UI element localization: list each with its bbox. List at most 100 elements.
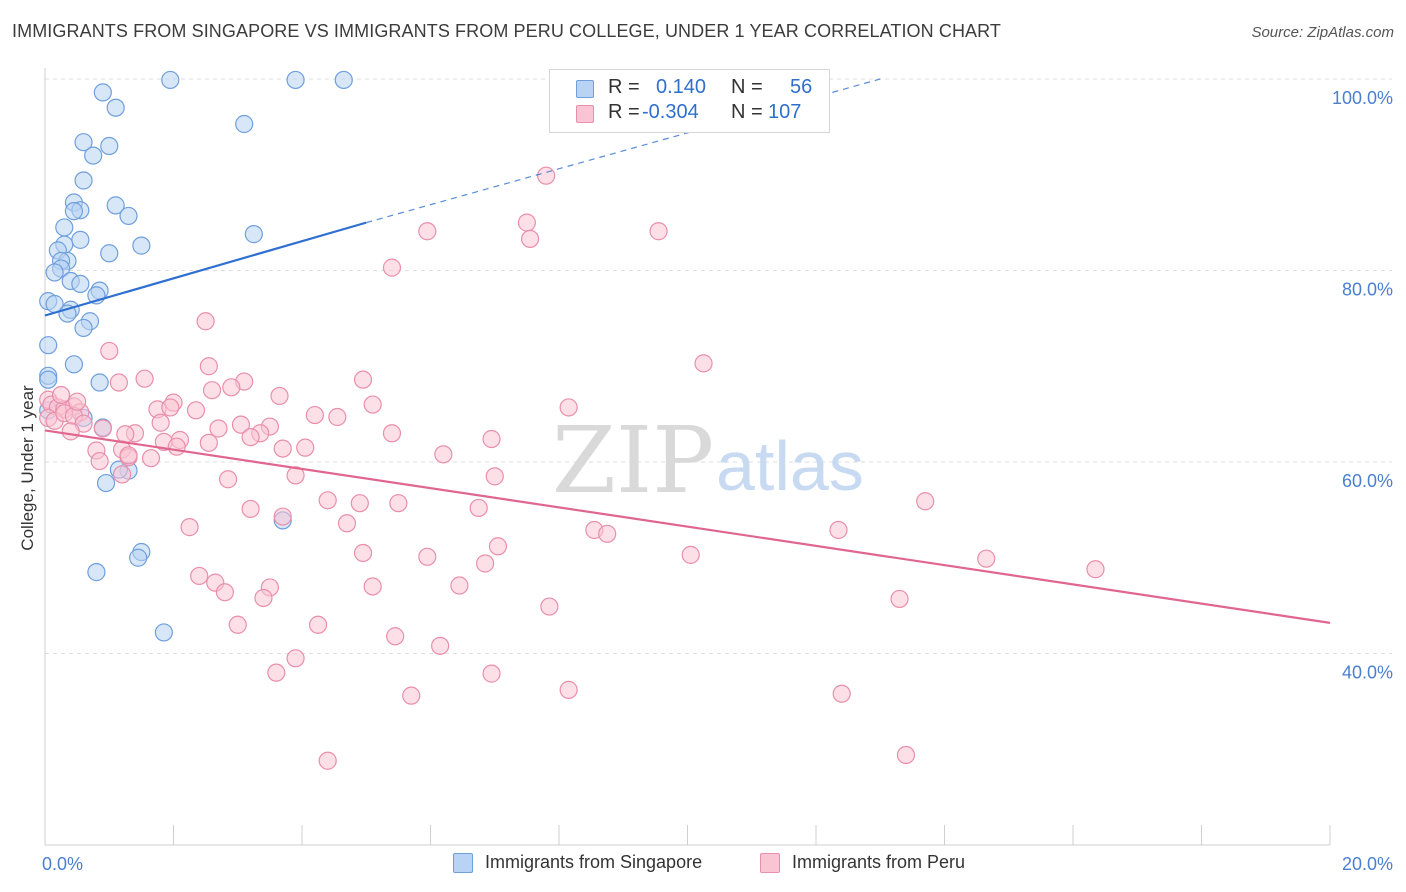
- legend-swatch-peru: [760, 853, 780, 873]
- point-peru: [559, 398, 578, 417]
- point-peru: [151, 413, 170, 432]
- point-peru: [517, 213, 536, 232]
- point-peru: [482, 429, 501, 449]
- point-peru: [270, 386, 289, 406]
- point-singapore: [100, 244, 119, 263]
- watermark: ZIP atlas: [552, 407, 864, 514]
- point-peru: [431, 636, 450, 655]
- point-peru: [202, 381, 222, 400]
- point-peru: [559, 680, 578, 699]
- point-peru: [382, 258, 402, 277]
- y-tick-label: 60.0%: [1342, 471, 1393, 491]
- grid-lines: [45, 78, 1392, 654]
- point-singapore: [87, 563, 106, 582]
- source-credit: Source: ZipAtlas.com: [1251, 24, 1394, 41]
- r-value: 0.140: [656, 76, 707, 98]
- point-peru: [228, 615, 247, 634]
- point-peru: [61, 422, 80, 441]
- point-peru: [977, 549, 996, 568]
- point-peru: [199, 357, 218, 376]
- point-peru: [112, 465, 132, 484]
- point-peru: [363, 395, 382, 414]
- point-peru: [890, 589, 909, 609]
- point-peru: [350, 494, 369, 513]
- point-singapore: [74, 171, 93, 190]
- trend-lines: [44, 78, 1331, 624]
- point-peru: [832, 684, 851, 703]
- trend-line-singapore: [44, 221, 367, 317]
- point-peru: [1086, 560, 1105, 579]
- watermark-zip: ZIP: [552, 407, 714, 514]
- point-singapore: [100, 136, 119, 156]
- point-peru: [116, 425, 135, 444]
- point-peru: [209, 419, 228, 438]
- point-peru: [418, 547, 437, 566]
- point-peru: [286, 649, 305, 668]
- point-peru: [109, 373, 128, 392]
- point-peru: [482, 664, 501, 683]
- point-peru: [90, 451, 109, 471]
- legend-label-singapore: Immigrants from Singapore: [485, 852, 703, 872]
- point-peru: [649, 222, 668, 241]
- y-tick-label: 80.0%: [1342, 280, 1393, 300]
- point-peru: [382, 424, 402, 443]
- point-peru: [273, 439, 292, 458]
- r-label: R =: [608, 76, 640, 98]
- point-peru: [196, 312, 215, 331]
- point-singapore: [96, 473, 116, 493]
- point-peru: [241, 428, 260, 447]
- point-singapore: [39, 336, 58, 355]
- y-axis-title: College, Under 1 year: [18, 385, 37, 551]
- point-peru: [318, 751, 337, 770]
- point-peru: [308, 615, 328, 634]
- point-peru: [241, 499, 260, 519]
- point-singapore: [39, 370, 58, 389]
- point-peru: [186, 401, 206, 420]
- point-peru: [402, 686, 421, 705]
- point-peru: [135, 369, 154, 388]
- point-singapore: [106, 196, 125, 215]
- point-singapore: [106, 98, 125, 117]
- point-singapore: [74, 133, 93, 152]
- point-peru: [386, 627, 405, 646]
- point-singapore: [93, 83, 112, 102]
- r-value: -0.304: [642, 101, 699, 123]
- point-singapore: [235, 114, 254, 134]
- point-singapore: [286, 70, 305, 90]
- point-singapore: [90, 373, 109, 392]
- axes: [44, 68, 1331, 846]
- correlation-stats-box: R = 0.140 N = 56 R = -0.304 N = 107: [549, 69, 830, 133]
- point-peru: [476, 554, 495, 573]
- point-singapore: [129, 548, 148, 567]
- point-peru: [190, 566, 209, 586]
- point-peru: [520, 229, 540, 249]
- point-peru: [267, 663, 286, 682]
- point-peru: [694, 354, 713, 373]
- point-peru: [141, 449, 161, 468]
- point-peru: [418, 222, 437, 241]
- n-label: N =: [731, 101, 763, 123]
- point-peru: [161, 398, 180, 417]
- point-singapore: [154, 623, 173, 642]
- point-peru: [469, 498, 488, 518]
- point-peru: [681, 545, 700, 564]
- x-tick-labels: 0.0% 20.0%: [42, 854, 1393, 874]
- point-peru: [215, 583, 234, 602]
- y-tick-labels: 100.0% 80.0% 60.0% 40.0%: [1332, 88, 1393, 683]
- y-tick-label: 100.0%: [1332, 88, 1393, 108]
- x-tick-label: 0.0%: [42, 854, 83, 874]
- point-peru: [829, 520, 848, 540]
- point-singapore: [71, 230, 90, 249]
- point-singapore: [64, 202, 84, 221]
- point-peru: [363, 577, 382, 596]
- point-singapore: [71, 274, 90, 294]
- point-peru: [540, 597, 559, 616]
- point-peru: [389, 494, 408, 513]
- point-peru: [199, 433, 218, 452]
- point-peru: [231, 415, 251, 434]
- point-singapore: [55, 218, 74, 237]
- point-peru: [328, 407, 347, 427]
- point-singapore: [132, 236, 151, 255]
- legend-item-peru: Immigrants from Peru: [760, 852, 1010, 876]
